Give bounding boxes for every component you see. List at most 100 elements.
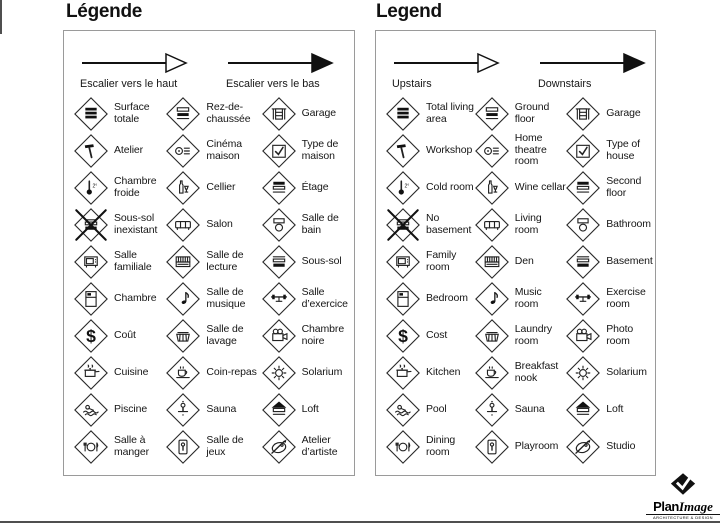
playroom-icon bbox=[166, 429, 201, 464]
legend-item-label: Type de maison bbox=[301, 137, 339, 162]
solarium-icon bbox=[566, 355, 601, 390]
legend-item-label: Playroom bbox=[514, 439, 559, 452]
legend-grid: Total living area Ground floor Garage Works… bbox=[376, 95, 655, 465]
legend-item: Dining room bbox=[386, 429, 475, 464]
up-stairs-arrow-icon bbox=[82, 52, 188, 74]
legend-item-label: Studio bbox=[606, 439, 636, 452]
stairs-arrows: Escalier vers le haut Escalier vers le b… bbox=[64, 31, 354, 90]
legend-item-label: Pool bbox=[426, 402, 447, 415]
legend-item-label: Chambre noire bbox=[301, 322, 345, 347]
dining-room-icon bbox=[74, 429, 108, 464]
legend-item: Music room bbox=[474, 281, 566, 316]
dining-room-icon bbox=[386, 429, 420, 464]
wine-cellar-icon bbox=[166, 170, 201, 205]
downstairs-arrow-group: Downstairs bbox=[538, 51, 650, 90]
breakfast-nook-icon bbox=[166, 355, 201, 390]
svg-text:2°: 2° bbox=[404, 183, 409, 189]
legend-item-label: Salon bbox=[206, 217, 233, 230]
logo-tagline: ARCHITECTURE & DESIGN bbox=[646, 514, 720, 520]
legend-item: $ Coût bbox=[74, 318, 166, 353]
logo-wordmark: PlanImage bbox=[646, 500, 720, 513]
pool-icon bbox=[386, 392, 420, 427]
legend-item-label: No basement bbox=[426, 211, 472, 236]
planimage-logo: PlanImage ARCHITECTURE & DESIGN bbox=[646, 472, 720, 520]
legend-item-label: Breakfast nook bbox=[514, 359, 559, 384]
up-stairs-arrow-icon bbox=[394, 52, 500, 74]
legend-item-label: Type of house bbox=[606, 137, 640, 162]
legend-item-label: Atelier bbox=[114, 143, 144, 156]
diamond-check-icon bbox=[670, 473, 696, 495]
legend-item-label: Sauna bbox=[514, 402, 545, 415]
legend-item: Coin-repas bbox=[166, 355, 261, 390]
legend-item: Cellier bbox=[166, 170, 261, 205]
legend-item-label: Cost bbox=[426, 328, 448, 341]
legend-item-label: Home theatre room bbox=[514, 131, 547, 168]
legend-item: Surface totale bbox=[74, 96, 166, 131]
music-room-icon bbox=[474, 281, 509, 316]
legend-item-label: Cinéma maison bbox=[206, 137, 242, 162]
loft-icon bbox=[261, 392, 296, 427]
photo-room-icon bbox=[261, 318, 296, 353]
upstairs-label: Escalier vers le haut bbox=[80, 78, 178, 90]
home-theatre-icon bbox=[166, 133, 201, 168]
legend-item: Chambre bbox=[74, 281, 166, 316]
downstairs-label: Escalier vers le bas bbox=[226, 78, 320, 90]
legend-item-label: Solarium bbox=[606, 365, 647, 378]
legend-item: 2° Chambre froide bbox=[74, 170, 166, 205]
legend-item: Salle de lecture bbox=[166, 244, 261, 279]
legend-item: Rez-de-chaussée bbox=[166, 96, 261, 131]
total-living-area-icon bbox=[74, 96, 108, 131]
legend-item-label: Chambre froide bbox=[114, 174, 157, 199]
legend-item-label: Sous-sol bbox=[301, 254, 342, 267]
solarium-icon bbox=[261, 355, 296, 390]
no-basement-icon bbox=[386, 207, 420, 242]
legend-item-label: Piscine bbox=[114, 402, 148, 415]
legend-item: Sous-sol inexistant bbox=[74, 207, 166, 242]
garage-icon bbox=[261, 96, 296, 131]
legend-item-label: Basement bbox=[606, 254, 653, 267]
legend-item: Wine cellar bbox=[474, 170, 566, 205]
cost-icon: $ bbox=[74, 318, 108, 353]
legend-item: Loft bbox=[261, 392, 349, 427]
legend-item: No basement bbox=[386, 207, 475, 242]
family-room-icon bbox=[386, 244, 420, 279]
legend-item-label: Étage bbox=[301, 180, 329, 193]
exercise-room-icon bbox=[566, 281, 601, 316]
page-bottom-edge bbox=[0, 521, 720, 523]
legend-item-label: Photo room bbox=[606, 322, 634, 347]
studio-icon bbox=[261, 429, 296, 464]
legend-item-label: Den bbox=[514, 254, 534, 267]
legend-item: Breakfast nook bbox=[474, 355, 566, 390]
legend-item-label: Salle de musique bbox=[206, 285, 246, 310]
legend-item-label: Chambre bbox=[114, 291, 157, 304]
legend-item: Étage bbox=[261, 170, 349, 205]
den-icon bbox=[474, 244, 509, 279]
legend-item-label: Cellier bbox=[206, 180, 236, 193]
legend-item: Family room bbox=[386, 244, 475, 279]
legend-item: Living room bbox=[474, 207, 566, 242]
legend-item-label: Rez-de-chaussée bbox=[206, 100, 251, 125]
bathroom-icon bbox=[261, 207, 296, 242]
legend-item-label: Bedroom bbox=[426, 291, 468, 304]
legend-item: Piscine bbox=[74, 392, 166, 427]
legend-item: Photo room bbox=[566, 318, 649, 353]
legend-item: Workshop bbox=[386, 133, 475, 168]
legend-item-label: Sauna bbox=[206, 402, 237, 415]
legend-item: Laundry room bbox=[474, 318, 566, 353]
kitchen-icon bbox=[386, 355, 420, 390]
legend-item-label: Bathroom bbox=[606, 217, 651, 230]
logo-image-text: Image bbox=[678, 499, 713, 514]
page-left-edge bbox=[0, 0, 2, 34]
basement-icon bbox=[566, 244, 601, 279]
legend-item: Salle d’exercice bbox=[261, 281, 349, 316]
cost-icon: $ bbox=[386, 318, 420, 353]
legend-item: Kitchen bbox=[386, 355, 475, 390]
cold-room-icon: 2° bbox=[386, 170, 420, 205]
second-floor-icon bbox=[261, 170, 296, 205]
legend-item: Playroom bbox=[474, 429, 566, 464]
breakfast-nook-icon bbox=[474, 355, 509, 390]
sauna-icon bbox=[474, 392, 509, 427]
legend-item: Salle de musique bbox=[166, 281, 261, 316]
svg-text:2°: 2° bbox=[92, 183, 97, 189]
legend-item: $ Cost bbox=[386, 318, 475, 353]
